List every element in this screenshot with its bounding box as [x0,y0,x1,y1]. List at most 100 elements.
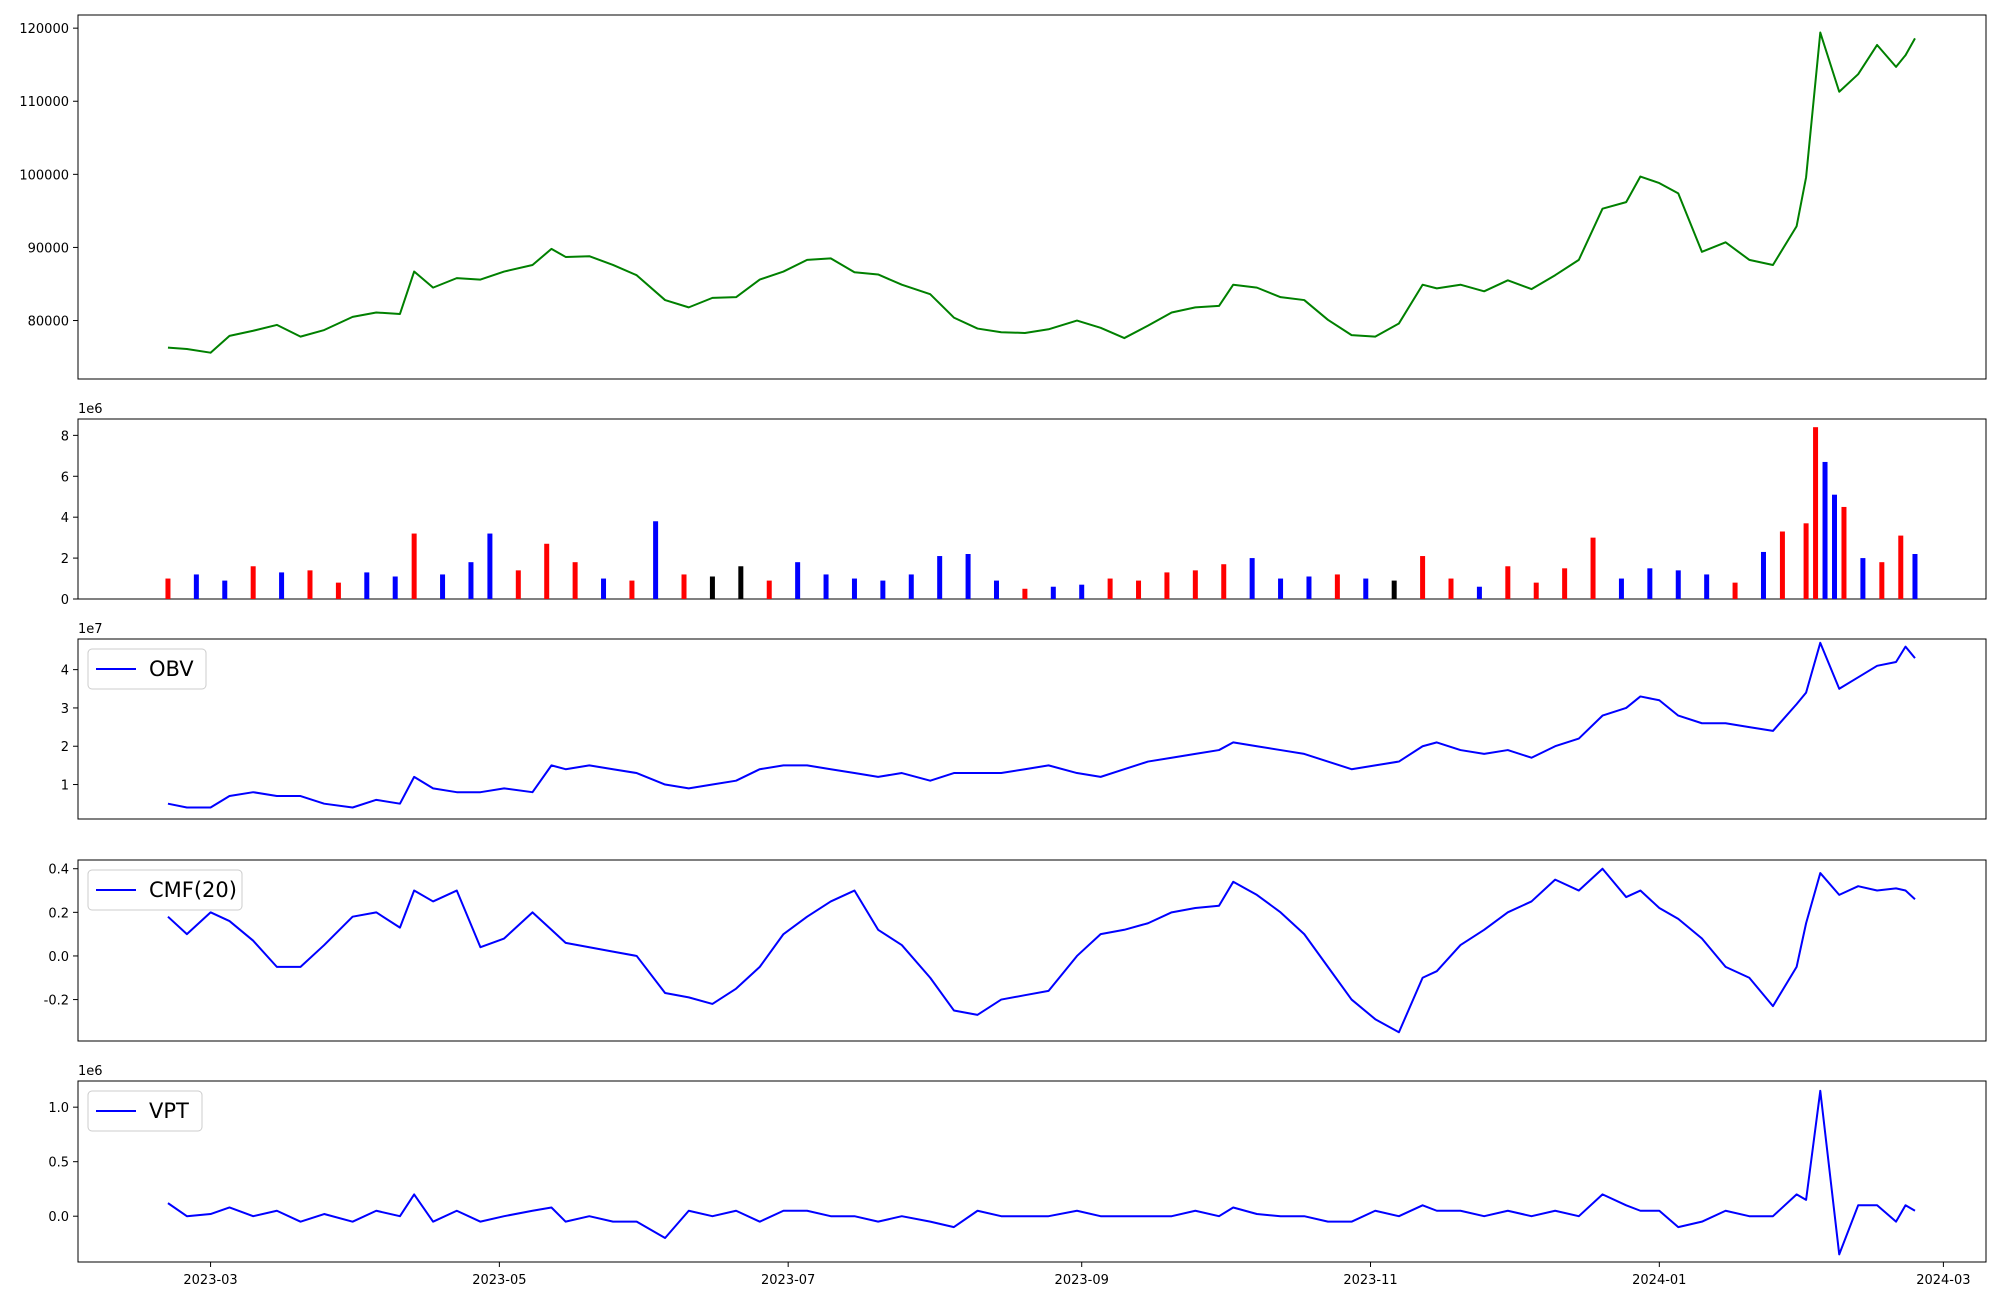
price-y-tick-label: 80000 [28,315,69,330]
vpt-y-tick-label: 1.0 [48,1101,69,1116]
vpt-series-line [167,1089,1916,1256]
volume-bar [1803,523,1809,599]
volume-y-multiplier-label: 1e6 [78,402,103,417]
volume-bar [1476,586,1482,599]
obv-legend-label: OBV [149,657,194,681]
volume-y-tick-label: 4 [61,511,69,526]
volume-bar [1107,578,1113,599]
volume-bar [1898,535,1904,599]
volume-y-tick-label: 0 [61,593,69,608]
x-tick-label: 2024-03 [1916,1273,1970,1288]
volume-bar [487,533,493,599]
volume-bar [880,580,886,599]
cmf-y-tick-label: 0.4 [48,863,69,878]
price-y-tick-label: 120000 [19,22,69,37]
vpt-y-tick-label: 0.0 [48,1210,69,1225]
obv-legend-box [87,648,207,690]
volume-bar [222,580,228,599]
volume-bar [1760,551,1766,599]
volume-bar [1813,427,1819,599]
cmf-y-tick-label: 0.2 [48,906,69,921]
volume-bar [1448,578,1454,599]
x-tick-label: 2023-07 [761,1273,815,1288]
price-y-tick-label: 100000 [19,168,69,183]
x-tick-label: 2023-05 [472,1273,526,1288]
volume-bar [1562,568,1568,599]
volume-bar [279,572,285,599]
cmf-legend-box [87,869,243,911]
volume-bar [468,562,474,599]
volume-bar [629,580,635,599]
price-panel: 80000 90000 100000 110000 120000 [19,14,1987,380]
volume-bar [1732,582,1738,599]
cmf-panel: -0.2 0.0 0.2 0.4 CMF(20) [44,859,1987,1042]
volume-bar [1221,564,1227,599]
volume-y-tick-label: 6 [61,470,69,485]
volume-bar [1050,586,1056,599]
vpt-legend-box [87,1090,203,1132]
volume-bar [193,574,199,599]
volume-bar [1420,556,1426,599]
volume-bar [1822,461,1828,599]
volume-bar [738,566,744,599]
vpt-y-tick-label: 0.5 [48,1156,69,1171]
volume-bar [1879,562,1885,599]
volume-bar [1590,537,1596,599]
obv-y-tick-label: 4 [61,664,69,679]
cmf-legend: CMF(20) [87,869,243,911]
volume-bar [795,562,801,599]
volume-bar [250,566,256,599]
volume-bar [937,556,943,599]
vpt-panel: 0.0 0.5 1.0 1e6 VPT [48,1064,1987,1263]
volume-plot-frame [77,418,1987,600]
cmf-plot-frame [77,859,1987,1042]
volume-bar [1841,506,1847,599]
volume-bar [1505,566,1511,599]
volume-bar [601,578,607,599]
obv-panel: 1 2 3 4 1e7 OBV [61,622,1987,820]
obv-plot-frame [77,638,1987,820]
volume-bar [1278,578,1284,599]
volume-bar [1249,558,1255,599]
volume-bar [1647,568,1653,599]
volume-bar [1022,588,1028,599]
cmf-y-tick-label: 0.0 [48,950,69,965]
date-x-axis: 2023-03 2023-05 2023-07 2023-09 2023-11 2024-… [183,1262,1971,1288]
obv-series-line [167,641,1916,809]
volume-bar [165,578,171,599]
vpt-legend: VPT [87,1090,203,1132]
volume-bar [1912,554,1918,599]
x-tick-label: 2023-03 [183,1273,237,1288]
volume-y-tick-label: 8 [61,429,69,444]
cmf-series-line [167,867,1916,1034]
volume-bar [709,576,715,599]
vpt-legend-label: VPT [149,1099,189,1123]
price-series-line [167,31,1916,354]
x-tick-label: 2023-09 [1055,1273,1109,1288]
volume-bar [681,574,687,599]
volume-bar [440,574,446,599]
volume-bar [411,533,417,599]
price-y-tick-label: 90000 [28,241,69,256]
volume-bar [653,521,659,599]
volume-bar [1618,578,1624,599]
x-tick-label: 2023-11 [1343,1273,1397,1288]
obv-y-tick-label: 1 [61,779,69,794]
volume-bar [1860,558,1866,599]
volume-bar [1164,572,1170,599]
volume-bar [1079,584,1085,599]
volume-bar [1306,576,1312,599]
volume-bar [1533,582,1539,599]
volume-bar [1832,494,1837,599]
volume-panel: 0 2 4 6 8 1e6 [61,402,1987,608]
vpt-plot-frame [77,1080,1987,1263]
volume-bar [1192,570,1198,599]
volume-bar [1391,580,1397,599]
cmf-legend-label: CMF(20) [149,878,237,902]
vpt-y-multiplier-label: 1e6 [78,1064,103,1079]
obv-y-multiplier-label: 1e7 [78,622,103,637]
cmf-y-tick-label: -0.2 [44,994,69,1009]
volume-bar [364,572,370,599]
volume-y-tick-label: 2 [61,552,69,567]
